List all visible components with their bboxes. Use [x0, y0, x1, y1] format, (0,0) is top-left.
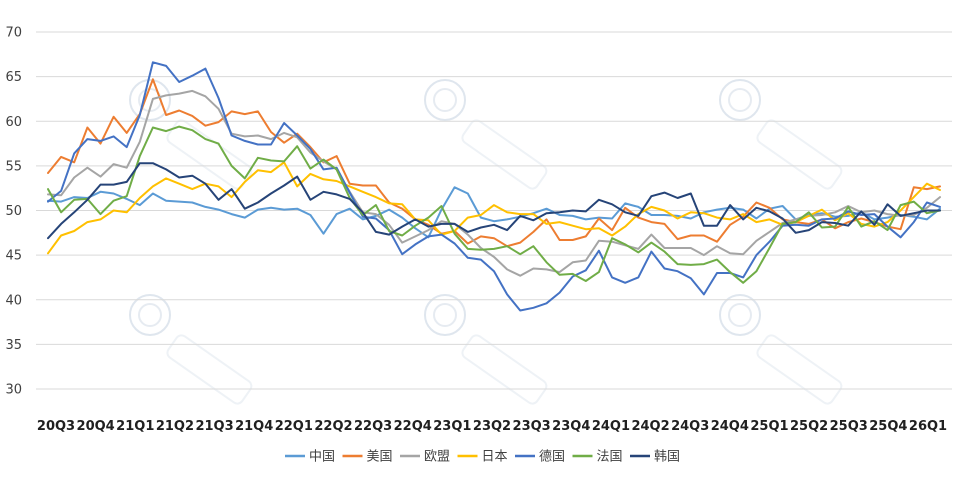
- legend-label: 德国: [539, 450, 565, 465]
- x-tick-label: 20Q3: [37, 419, 75, 434]
- y-tick-label: 70: [5, 26, 22, 41]
- legend-label: 法国: [597, 450, 623, 465]
- x-tick-label: 23Q4: [552, 419, 590, 434]
- y-tick-label: 50: [5, 204, 22, 219]
- watermark-logo: [129, 294, 253, 405]
- x-tick-label: 24Q3: [671, 419, 709, 434]
- watermark-logo: [424, 79, 548, 190]
- series-line: [47, 89, 941, 277]
- watermark-logo: [424, 294, 548, 405]
- x-tick-label: 22Q1: [275, 419, 313, 434]
- x-tick-label: 21Q2: [156, 419, 194, 434]
- legend-label: 韩国: [654, 450, 680, 465]
- legend-item: 中国: [285, 450, 335, 465]
- x-tick-label: 22Q2: [314, 419, 352, 434]
- y-tick-label: 60: [5, 115, 22, 130]
- legend-label: 中国: [309, 450, 335, 465]
- x-tick-label: 22Q3: [354, 419, 392, 434]
- x-tick-label: 25Q2: [790, 419, 828, 434]
- x-tick-label: 24Q1: [592, 419, 630, 434]
- legend-item: 美国: [342, 450, 393, 465]
- watermark-logo: [719, 79, 843, 190]
- x-tick-label: 25Q4: [869, 419, 907, 434]
- x-axis: 20Q3 20Q4 21Q1 21Q2 21Q3 21Q4 22Q1 22Q2 22Q3 22Q4…: [37, 419, 947, 434]
- series-layer: [47, 61, 941, 312]
- x-tick-label: 23Q2: [473, 419, 511, 434]
- x-tick-label: 21Q4: [235, 419, 273, 434]
- x-tick-label: 26Q1: [909, 419, 947, 434]
- legend-item: 法国: [572, 450, 623, 465]
- y-axis: 30 35 40 45 50 55 60 65 70: [5, 26, 22, 398]
- series-line: [47, 186, 941, 239]
- legend-item: 德国: [515, 450, 565, 465]
- legend-item: 欧盟: [400, 450, 450, 465]
- legend-item: 韩国: [630, 450, 680, 465]
- x-tick-label: 20Q4: [77, 419, 115, 434]
- x-tick-label: 23Q1: [433, 419, 471, 434]
- x-tick-label: 25Q3: [830, 419, 868, 434]
- y-tick-label: 65: [5, 70, 22, 85]
- legend-item: 日本: [457, 450, 508, 465]
- y-tick-label: 55: [5, 159, 22, 174]
- x-tick-label: 24Q4: [711, 419, 749, 434]
- y-tick-label: 35: [5, 338, 22, 353]
- series-line: [47, 125, 941, 284]
- legend: 中国 美国 欧盟 日本 德国 法国 韩国: [285, 450, 680, 465]
- x-tick-label: 25Q1: [750, 419, 788, 434]
- legend-label: 日本: [482, 450, 508, 465]
- grid-layer: [36, 31, 952, 390]
- x-tick-label: 21Q1: [116, 419, 154, 434]
- y-tick-label: 45: [5, 249, 22, 264]
- x-tick-label: 24Q2: [631, 419, 669, 434]
- series-line: [47, 61, 941, 312]
- x-tick-label: 21Q3: [195, 419, 233, 434]
- watermark-layer: [129, 79, 843, 405]
- series-line: [47, 162, 941, 240]
- y-tick-label: 40: [5, 293, 22, 308]
- legend-label: 美国: [367, 450, 393, 465]
- x-tick-label: 22Q4: [394, 419, 432, 434]
- x-tick-label: 23Q3: [513, 419, 551, 434]
- legend-label: 欧盟: [424, 450, 450, 465]
- y-tick-label: 30: [5, 383, 22, 398]
- watermark-logo: [719, 294, 843, 405]
